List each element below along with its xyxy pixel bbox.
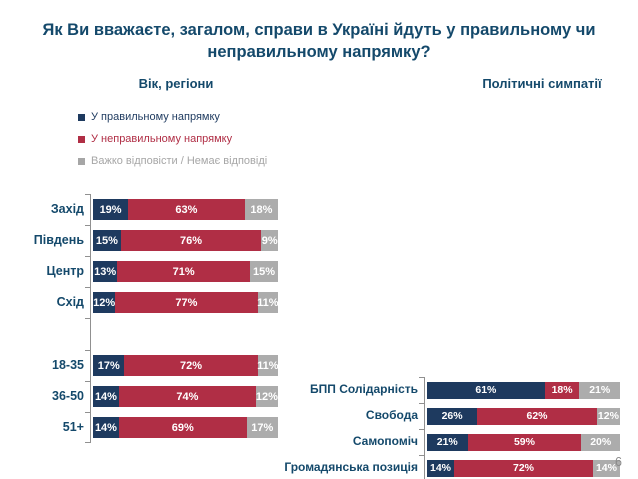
- bar-row: 36-50 14% 74% 12%: [18, 381, 279, 412]
- bar-segment: 61%: [427, 381, 545, 399]
- category-label: Захід: [50, 201, 84, 216]
- bar-segment: 26%: [427, 407, 478, 425]
- stacked-bar: 14% 74% 12%: [93, 386, 279, 407]
- legend: У правильному напрямку У неправильному н…: [78, 111, 267, 167]
- bar-row: Центр 13% 71% 15%: [18, 256, 278, 287]
- bar-segment: 71%: [117, 261, 250, 282]
- bar-row: БПП Солідарність 61% 18% 21%: [280, 377, 620, 403]
- bar-segment: 62%: [477, 407, 597, 425]
- bar-segment: 11%: [257, 355, 279, 376]
- bar-segment: 13%: [93, 261, 118, 282]
- slide-title: Як Ви вважаєте, загалом, справи в Україн…: [20, 20, 618, 64]
- bar-segment: 19%: [93, 199, 129, 220]
- age-regions-chart: Захід 19% 63% 18% Південь 15% 76% 9% Центр 13% 71%…: [18, 194, 279, 443]
- bar-row: 18-35 17% 72% 11%: [18, 350, 279, 381]
- bar-row: Захід 19% 63% 18%: [18, 194, 278, 225]
- bar-row: Схід 12% 77% 11%: [18, 287, 279, 318]
- axis-line: [90, 194, 91, 443]
- bar-segment: 12%: [596, 407, 620, 425]
- legend-item-no-answer: Важко відповісти / Немає відповіді: [78, 155, 267, 167]
- legend-item-wrong-direction: У неправильному напрямку: [78, 133, 267, 145]
- bar-segment: 18%: [544, 381, 580, 399]
- legend-label: Важко відповісти / Немає відповіді: [91, 155, 268, 167]
- political-sympathies-chart: БПП Солідарність 61% 18% 21% Свобода 26% 62% 12…: [280, 377, 620, 479]
- bar-row: 51+ 14% 69% 17%: [18, 412, 279, 443]
- stacked-bar: 14% 72% 14%: [427, 459, 620, 477]
- category-label: Центр: [46, 263, 84, 278]
- bar-segment: 14%: [93, 417, 119, 438]
- stacked-bar: 19% 63% 18%: [93, 199, 278, 220]
- legend-label: У неправильному напрямку: [91, 133, 233, 145]
- category-label: Свобода: [365, 408, 418, 423]
- category-label: Південь: [33, 232, 84, 247]
- category-label: 18-35: [52, 357, 84, 372]
- bar-segment: 17%: [93, 355, 125, 376]
- category-label: 51+: [62, 419, 84, 434]
- stacked-bar: 26% 62% 12%: [427, 407, 620, 425]
- bar-segment: 14%: [592, 459, 620, 477]
- bar-segment: 59%: [467, 433, 582, 451]
- slide-title-line-1: Як Ви вважаєте, загалом, справи в Україн…: [42, 21, 596, 39]
- bar-segment: 72%: [124, 355, 258, 376]
- bar-segment: 15%: [249, 261, 278, 282]
- legend-item-right-direction: У правильному напрямку: [78, 111, 267, 123]
- bar-segment: 9%: [261, 230, 278, 251]
- stacked-bar: 17% 72% 11%: [93, 355, 279, 376]
- page-number: 6: [615, 455, 622, 469]
- stacked-bar: 13% 71% 15%: [93, 261, 278, 282]
- stacked-bar: 14% 69% 17%: [93, 417, 279, 438]
- stacked-bar: 15% 76% 9%: [93, 230, 278, 251]
- bar-row: Громадянська позиція 14% 72% 14%: [280, 455, 620, 479]
- bar-segment: 18%: [244, 199, 278, 220]
- bar-segment: 11%: [257, 292, 279, 313]
- category-label: Громадянська позиція: [284, 460, 418, 475]
- bar-row: Свобода 26% 62% 12%: [280, 403, 620, 429]
- bar-segment: 17%: [246, 417, 279, 438]
- bar-segment: 21%: [427, 433, 468, 451]
- category-label: Самопоміч: [352, 434, 418, 449]
- category-label: 36-50: [52, 388, 84, 403]
- bar-row: Південь 15% 76% 9%: [18, 225, 278, 256]
- category-label: Схід: [56, 294, 84, 309]
- bar-segment: 77%: [115, 292, 258, 313]
- bar-segment: 76%: [120, 230, 262, 251]
- bar-segment: 63%: [128, 199, 245, 220]
- bar-segment: 12%: [93, 292, 116, 313]
- left-chart-subtitle: Вік, регіони: [138, 76, 214, 91]
- legend-label: У правильному напрямку: [91, 111, 220, 123]
- legend-square-icon: [78, 157, 85, 165]
- stacked-bar: 21% 59% 20%: [427, 433, 620, 451]
- bar-segment: 12%: [255, 386, 279, 407]
- bar-segment: 15%: [93, 230, 121, 251]
- stacked-bar: 12% 77% 11%: [93, 292, 279, 313]
- bar-row: Самопоміч 21% 59% 20%: [280, 429, 620, 455]
- bar-segment: 14%: [427, 459, 455, 477]
- bar-segment: 20%: [581, 433, 620, 451]
- slide-title-line-2: неправильному напрямку?: [207, 42, 431, 61]
- group-gap: [18, 318, 278, 350]
- legend-square-icon: [78, 113, 85, 121]
- bar-segment: 74%: [118, 386, 256, 407]
- category-label: БПП Солідарність: [310, 382, 418, 397]
- bar-segment: 72%: [454, 459, 593, 477]
- legend-square-icon: [78, 135, 85, 143]
- stacked-bar: 61% 18% 21%: [427, 381, 620, 399]
- bar-segment: 21%: [579, 381, 620, 399]
- axis-line: [424, 377, 425, 479]
- right-chart-subtitle: Політичні симпатії: [482, 76, 602, 91]
- bar-segment: 69%: [118, 417, 247, 438]
- bar-segment: 14%: [93, 386, 119, 407]
